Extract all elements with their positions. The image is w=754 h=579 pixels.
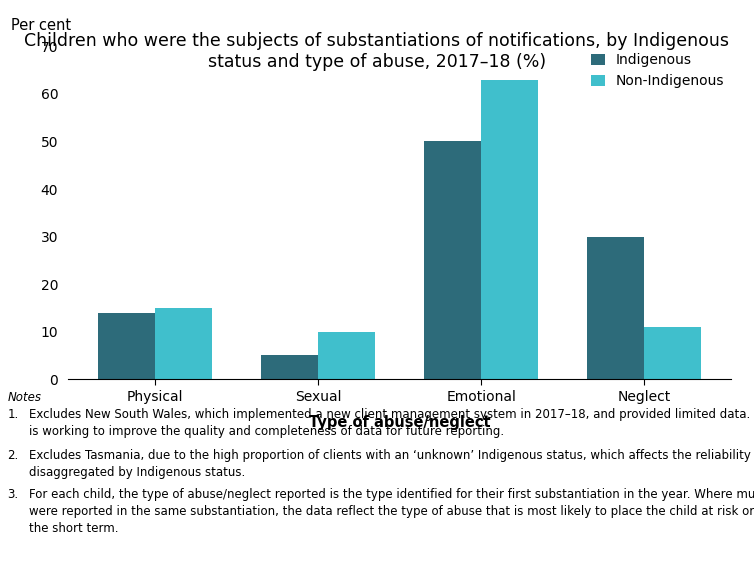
Bar — [155, 308, 212, 379]
X-axis label: Type of abuse/neglect: Type of abuse/neglect — [309, 415, 490, 430]
Text: For each child, the type of abuse/neglect reported is the type identified for th: For each child, the type of abuse/neglec… — [29, 488, 754, 534]
Bar — [644, 327, 701, 379]
Bar — [424, 141, 481, 379]
Bar — [481, 80, 538, 379]
Text: Excludes Tasmania, due to the high proportion of clients with an ‘unknown’ Indig: Excludes Tasmania, due to the high propo… — [29, 449, 754, 479]
Text: 2.: 2. — [8, 449, 19, 461]
Legend: Indigenous, Non-Indigenous: Indigenous, Non-Indigenous — [591, 53, 725, 88]
Text: 3.: 3. — [8, 488, 19, 500]
Bar — [318, 332, 375, 379]
Bar — [98, 313, 155, 379]
Text: Excludes New South Wales, which implemented a new client management system in 20: Excludes New South Wales, which implemen… — [29, 408, 754, 438]
Text: 1.: 1. — [8, 408, 19, 421]
Bar — [587, 237, 644, 379]
Text: Notes: Notes — [8, 391, 41, 404]
Text: Children who were the subjects of substantiations of notifications, by Indigenou: Children who were the subjects of substa… — [24, 32, 730, 71]
Text: Per cent: Per cent — [11, 18, 72, 33]
Bar — [261, 356, 318, 379]
